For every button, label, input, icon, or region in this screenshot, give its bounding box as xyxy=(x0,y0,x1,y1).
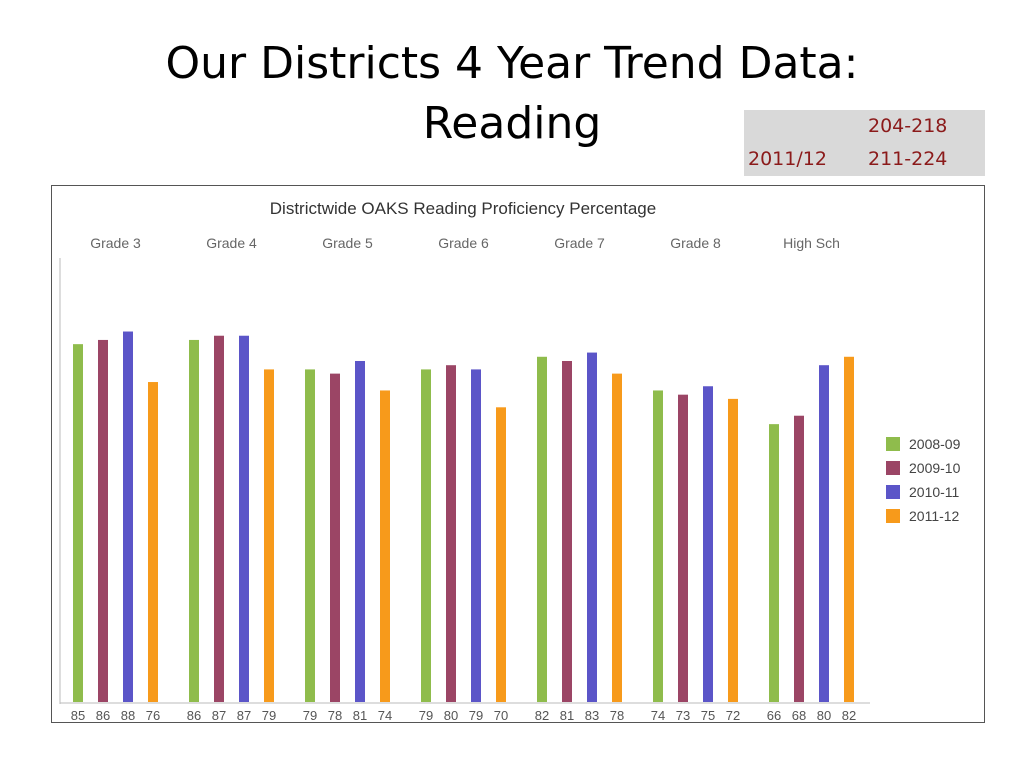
bar xyxy=(189,339,199,702)
score-range-table: 204-218 2011/12 211-224 xyxy=(744,110,985,176)
bar xyxy=(148,382,158,702)
score-table-row2-range: 211-224 xyxy=(868,148,948,170)
bar xyxy=(421,369,431,702)
score-table-row2-year: 2011/12 xyxy=(748,148,827,170)
data-label: 85 xyxy=(71,708,85,722)
slide-title: Our Districts 4 Year Trend Data: Reading xyxy=(0,34,1024,154)
category-label: Grade 4 xyxy=(206,235,257,251)
category-label: Grade 3 xyxy=(90,235,141,251)
bar xyxy=(819,365,829,702)
bar xyxy=(446,365,456,702)
bar xyxy=(98,339,108,702)
bar xyxy=(264,369,274,702)
data-label: 86 xyxy=(96,708,110,722)
legend-label: 2010-11 xyxy=(909,484,960,500)
data-label: 83 xyxy=(585,708,599,722)
data-label: 74 xyxy=(378,708,392,722)
category-label: Grade 7 xyxy=(554,235,605,251)
data-label: 74 xyxy=(651,708,665,722)
bar xyxy=(728,398,738,702)
bar xyxy=(123,331,133,702)
legend-swatch xyxy=(886,437,900,451)
data-label: 86 xyxy=(187,708,201,722)
chart-title: Districtwide OAKS Reading Proficiency Pe… xyxy=(270,199,656,218)
data-label: 82 xyxy=(535,708,549,722)
data-label: 78 xyxy=(610,708,624,722)
bar xyxy=(844,356,854,702)
legend-swatch xyxy=(886,485,900,499)
bar-chart: Districtwide OAKS Reading Proficiency Pe… xyxy=(59,199,961,722)
slide-title-line-2: Reading xyxy=(422,98,602,149)
data-label: 81 xyxy=(353,708,367,722)
data-label: 72 xyxy=(726,708,740,722)
data-label: 88 xyxy=(121,708,135,722)
bar xyxy=(214,335,224,702)
bar xyxy=(73,344,83,702)
bar xyxy=(355,360,365,702)
data-label: 79 xyxy=(419,708,433,722)
category-label: Grade 8 xyxy=(670,235,721,251)
bar xyxy=(562,360,572,702)
bar xyxy=(239,335,249,702)
data-label: 82 xyxy=(842,708,856,722)
bar xyxy=(653,390,663,702)
bar xyxy=(330,373,340,702)
data-label: 70 xyxy=(494,708,508,722)
bar xyxy=(496,407,506,702)
data-label: 87 xyxy=(212,708,226,722)
data-label: 79 xyxy=(469,708,483,722)
data-label: 76 xyxy=(146,708,160,722)
data-label: 66 xyxy=(767,708,781,722)
data-label: 78 xyxy=(328,708,342,722)
bar xyxy=(380,390,390,702)
score-table-row1-range: 204-218 xyxy=(868,115,948,137)
bar xyxy=(537,356,547,702)
bar xyxy=(587,352,597,702)
category-label: High Sch xyxy=(783,235,840,251)
slide-title-line-1: Our Districts 4 Year Trend Data: xyxy=(165,38,859,89)
legend-swatch xyxy=(886,461,900,475)
bar xyxy=(612,373,622,702)
bar xyxy=(471,369,481,702)
legend-label: 2009-10 xyxy=(909,460,961,476)
chart-frame: Districtwide OAKS Reading Proficiency Pe… xyxy=(51,185,985,723)
category-label: Grade 6 xyxy=(438,235,489,251)
data-label: 75 xyxy=(701,708,715,722)
data-label: 79 xyxy=(262,708,276,722)
category-label: Grade 5 xyxy=(322,235,373,251)
bar xyxy=(678,394,688,702)
data-label: 80 xyxy=(444,708,458,722)
data-label: 73 xyxy=(676,708,690,722)
data-label: 79 xyxy=(303,708,317,722)
data-label: 81 xyxy=(560,708,574,722)
bar xyxy=(703,386,713,702)
legend-swatch xyxy=(886,509,900,523)
data-label: 80 xyxy=(817,708,831,722)
bar xyxy=(794,415,804,702)
legend-label: 2011-12 xyxy=(909,508,960,524)
bar xyxy=(769,424,779,702)
bar xyxy=(305,369,315,702)
data-label: 68 xyxy=(792,708,806,722)
legend-label: 2008-09 xyxy=(909,436,961,452)
data-label: 87 xyxy=(237,708,251,722)
